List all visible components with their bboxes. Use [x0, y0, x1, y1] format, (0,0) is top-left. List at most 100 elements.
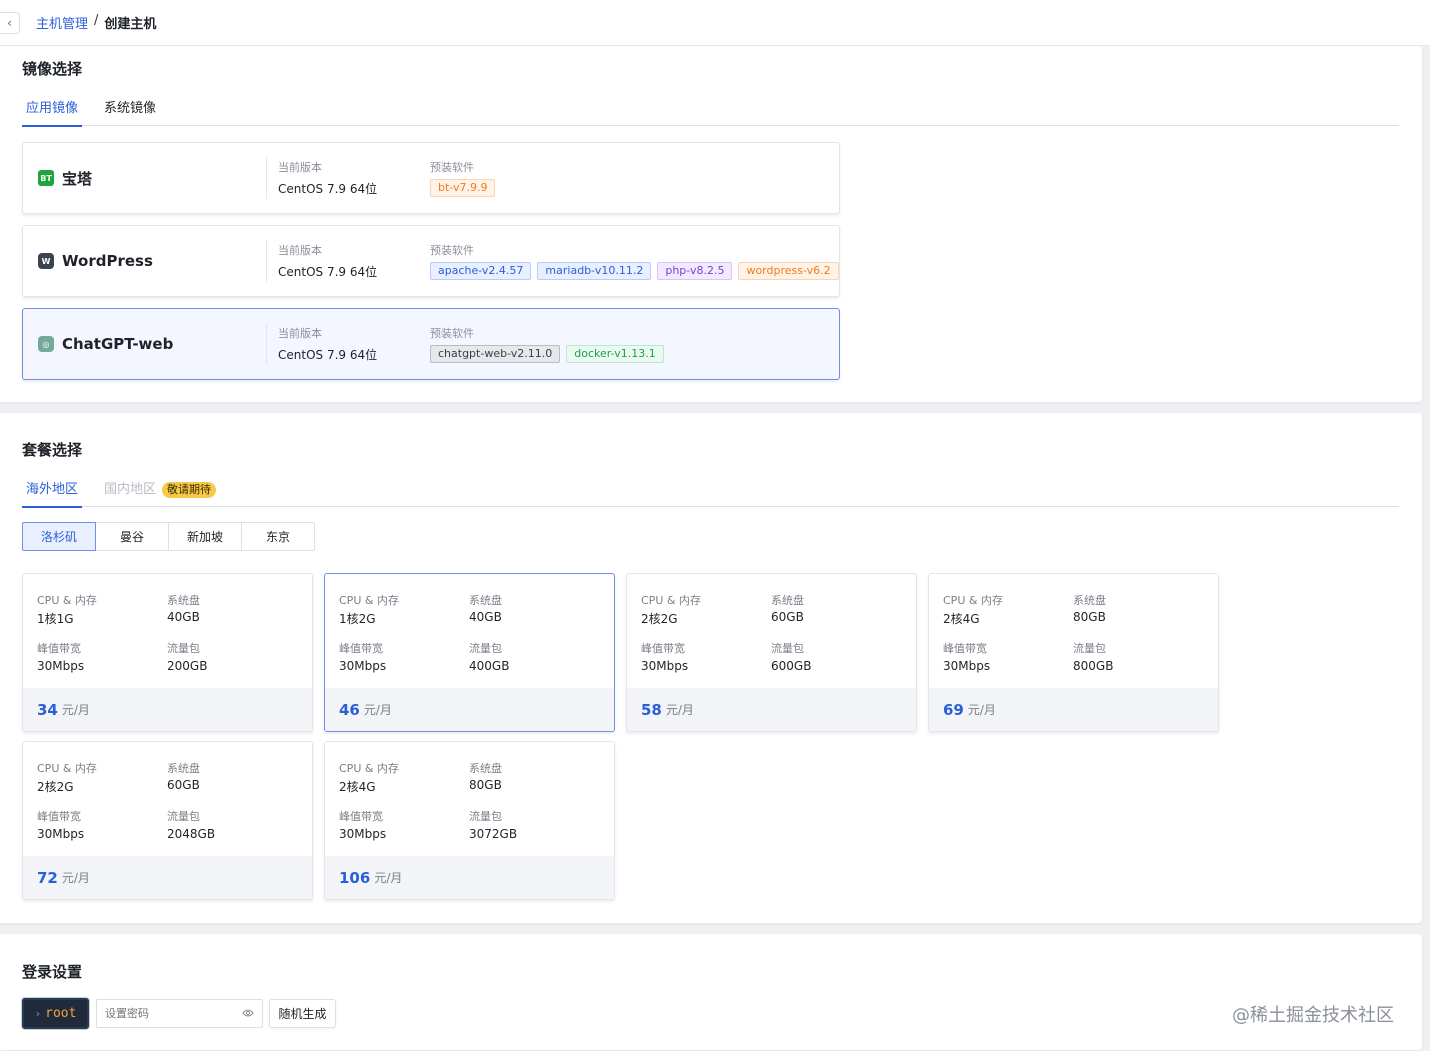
traffic-label: 流量包 — [469, 642, 502, 655]
image-name: ◎ ChatGPT-web — [38, 309, 173, 379]
image-card-wordpress[interactable]: W WordPress 当前版本 CentOS 7.9 64位 预装软件 apa… — [22, 225, 840, 297]
version-value: CentOS 7.9 64位 — [278, 348, 378, 362]
version-value: CentOS 7.9 64位 — [278, 182, 378, 196]
back-button[interactable]: ‹ — [0, 11, 20, 34]
top-bar: ‹ 主机管理 / 创建主机 — [0, 0, 1430, 46]
section-title-login: 登录设置 — [22, 963, 83, 981]
password-field[interactable] — [96, 999, 263, 1028]
bandwidth-label: 峰值带宽 — [37, 810, 81, 823]
software-label: 预装软件 — [430, 161, 474, 174]
tab-system-image[interactable]: 系统镜像 — [104, 101, 157, 116]
plan-card[interactable]: CPU & 内存 1核2G 系统盘 40GB 峰值带宽 30Mbps 流量包 4… — [324, 573, 615, 732]
software-tag: mariadb-v10.11.2 — [537, 262, 652, 280]
disk-value: 60GB — [771, 610, 804, 624]
image-tabs: 应用镜像 系统镜像 — [22, 94, 1399, 127]
version-label: 当前版本 — [278, 327, 322, 340]
disk-value: 80GB — [469, 778, 502, 792]
traffic-value: 3072GB — [469, 827, 518, 841]
price-unit: 元/月 — [363, 703, 392, 717]
region-button-tokyo[interactable]: 东京 — [241, 522, 315, 551]
image-name-label: 宝塔 — [62, 169, 93, 188]
region-button-bangkok[interactable]: 曼谷 — [95, 522, 169, 551]
plan-price-footer: 46 元/月 — [325, 688, 614, 731]
chevron-left-icon: ‹ — [7, 15, 12, 30]
traffic-value: 2048GB — [167, 827, 216, 841]
bandwidth-label: 峰值带宽 — [339, 642, 383, 655]
cpu-label: CPU & 内存 — [943, 594, 1003, 607]
disk-value: 60GB — [167, 778, 200, 792]
plan-card[interactable]: CPU & 内存 2核4G 系统盘 80GB 峰值带宽 30Mbps 流量包 3… — [324, 741, 615, 900]
plan-card[interactable]: CPU & 内存 1核1G 系统盘 40GB 峰值带宽 30Mbps 流量包 2… — [22, 573, 313, 732]
tab-overseas[interactable]: 海外地区 — [22, 475, 83, 508]
price-unit: 元/月 — [967, 703, 996, 717]
region-button-los-angeles[interactable]: 洛杉矶 — [22, 522, 96, 551]
plan-price: 34 — [37, 700, 58, 719]
software-tags: bt-v7.9.9 — [430, 179, 496, 197]
traffic-value: 800GB — [1073, 659, 1114, 673]
version-label: 当前版本 — [278, 161, 322, 174]
disk-label: 系统盘 — [167, 594, 200, 607]
image-card-chatgpt-web[interactable]: ◎ ChatGPT-web 当前版本 CentOS 7.9 64位 预装软件 c… — [22, 308, 840, 380]
section-title-plan: 套餐选择 — [22, 441, 83, 459]
cpu-label: CPU & 内存 — [37, 762, 97, 775]
region-button-singapore[interactable]: 新加坡 — [168, 522, 242, 551]
divider — [266, 157, 267, 199]
disk-label: 系统盘 — [167, 762, 200, 775]
plan-card[interactable]: CPU & 内存 2核2G 系统盘 60GB 峰值带宽 30Mbps 流量包 6… — [626, 573, 917, 732]
section-title-image: 镜像选择 — [22, 60, 83, 78]
generate-password-button[interactable]: 随机生成 — [269, 999, 336, 1028]
divider — [266, 323, 267, 365]
cpu-label: CPU & 内存 — [641, 594, 701, 607]
disk-value: 40GB — [167, 610, 200, 624]
plan-price-footer: 58 元/月 — [627, 688, 916, 731]
disk-value: 40GB — [469, 610, 502, 624]
software-tag: bt-v7.9.9 — [430, 179, 496, 197]
bandwidth-label: 峰值带宽 — [943, 642, 987, 655]
username-value: root — [45, 1006, 77, 1021]
software-tag: chatgpt-web-v2.11.0 — [430, 345, 561, 363]
traffic-label: 流量包 — [167, 642, 200, 655]
eye-icon[interactable] — [242, 1008, 254, 1021]
software-label: 预装软件 — [430, 327, 474, 340]
bandwidth-value: 30Mbps — [37, 827, 85, 841]
disk-value: 80GB — [1073, 610, 1106, 624]
plan-card[interactable]: CPU & 内存 2核4G 系统盘 80GB 峰值带宽 30Mbps 流量包 8… — [928, 573, 1219, 732]
traffic-label: 流量包 — [771, 642, 804, 655]
bandwidth-value: 30Mbps — [943, 659, 991, 673]
software-tag: php-v8.2.5 — [657, 262, 733, 280]
price-unit: 元/月 — [61, 871, 90, 885]
region-button-group: 洛杉矶 曼谷 新加坡 东京 — [22, 522, 315, 551]
software-tag: wordpress-v6.2 — [738, 262, 839, 280]
traffic-value: 600GB — [771, 659, 812, 673]
bandwidth-value: 30Mbps — [339, 827, 387, 841]
cpu-label: CPU & 内存 — [37, 594, 97, 607]
cpu-value: 2核4G — [339, 780, 376, 794]
image-card-baota[interactable]: BT 宝塔 当前版本 CentOS 7.9 64位 预装软件 bt-v7.9.9 — [22, 142, 840, 214]
traffic-label: 流量包 — [1073, 642, 1106, 655]
version-label: 当前版本 — [278, 244, 322, 257]
traffic-value: 400GB — [469, 659, 510, 673]
plan-card[interactable]: CPU & 内存 2核2G 系统盘 60GB 峰值带宽 30Mbps 流量包 2… — [22, 741, 313, 900]
bandwidth-value: 30Mbps — [641, 659, 689, 673]
price-unit: 元/月 — [374, 871, 403, 885]
price-unit: 元/月 — [61, 703, 90, 717]
terminal-prompt-icon: › — [34, 1007, 42, 1020]
bandwidth-value: 30Mbps — [339, 659, 387, 673]
baota-logo-icon: BT — [38, 170, 54, 186]
breadcrumb-separator: / — [94, 13, 99, 28]
password-input[interactable] — [105, 1007, 235, 1020]
breadcrumb-parent-link[interactable]: 主机管理 — [36, 17, 89, 32]
plan-price: 46 — [339, 700, 360, 719]
cpu-value: 1核2G — [339, 612, 376, 626]
plan-price: 58 — [641, 700, 662, 719]
coming-soon-badge: 敬请期待 — [162, 481, 217, 498]
plan-price-footer: 69 元/月 — [929, 688, 1218, 731]
disk-label: 系统盘 — [1073, 594, 1106, 607]
chatgpt-logo-icon: ◎ — [38, 336, 54, 352]
tab-app-image[interactable]: 应用镜像 — [22, 94, 83, 127]
bandwidth-label: 峰值带宽 — [339, 810, 383, 823]
plan-price-footer: 106 元/月 — [325, 856, 614, 899]
tab-domestic: 国内地区 敬请期待 — [100, 475, 220, 507]
image-name: BT 宝塔 — [38, 143, 92, 213]
bandwidth-label: 峰值带宽 — [641, 642, 685, 655]
